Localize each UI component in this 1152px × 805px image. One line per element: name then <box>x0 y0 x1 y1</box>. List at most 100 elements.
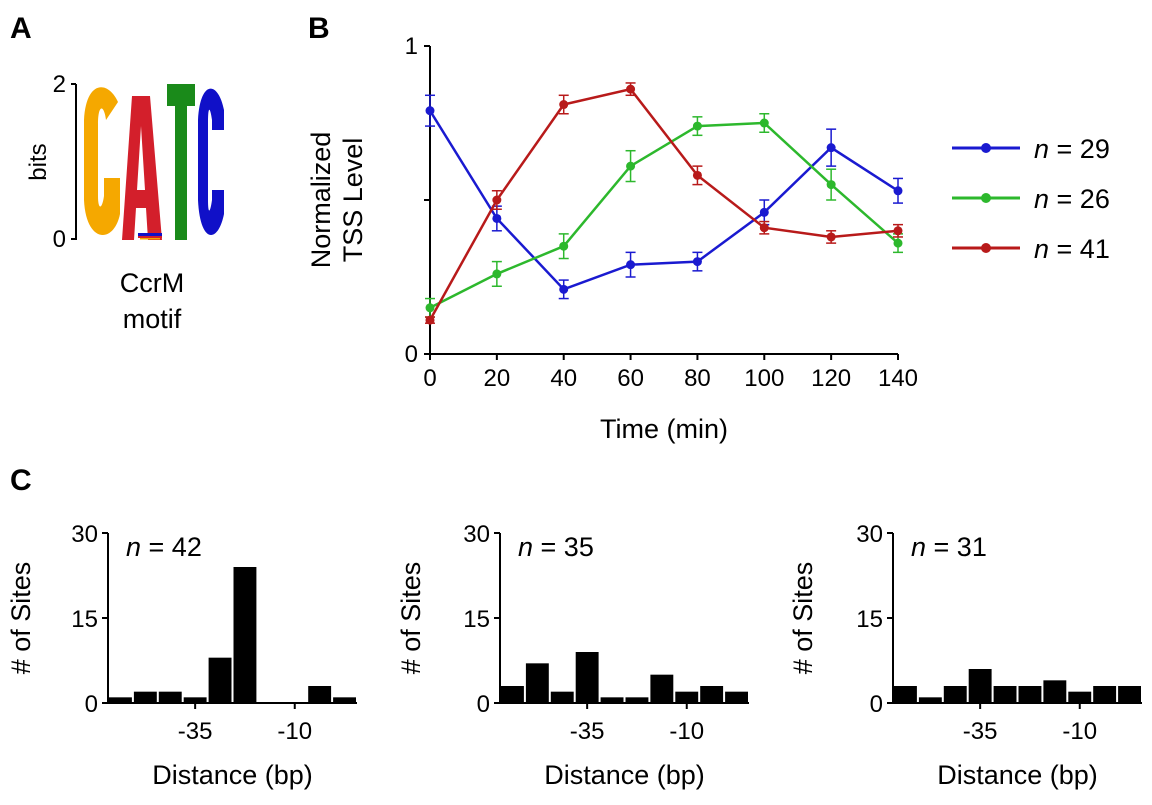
y-tick-label: 0 <box>477 691 490 718</box>
histogram-bar <box>501 686 524 703</box>
data-point <box>826 180 836 190</box>
histogram-bar <box>625 697 649 703</box>
x-tick-label: -10 <box>277 718 312 745</box>
x-tick-label: -35 <box>963 718 998 745</box>
x-tick-label: 140 <box>878 365 918 392</box>
data-point <box>559 284 569 294</box>
y-axis-label-line1: Normalized <box>306 132 336 269</box>
data-point <box>893 238 903 248</box>
panel-c-label: C <box>10 464 32 497</box>
data-point <box>692 121 702 131</box>
logo-letter-c <box>198 88 224 235</box>
histogram-bar <box>1093 686 1117 703</box>
panel-a-label: A <box>10 12 32 45</box>
data-point <box>492 213 502 223</box>
y-tick-label: 15 <box>463 606 490 633</box>
histogram-bar <box>208 657 232 703</box>
logo-letter-t <box>167 84 195 240</box>
histogram-bar <box>308 686 332 703</box>
histogram-bar <box>918 697 942 703</box>
histogram-bar <box>158 691 182 703</box>
data-point <box>492 195 502 205</box>
data-point <box>425 106 435 116</box>
histogram-bar <box>894 686 917 703</box>
y-tick-label: 30 <box>463 521 490 548</box>
logo-ytick-2: 2 <box>53 71 66 98</box>
data-point <box>692 257 702 267</box>
y-tick-label: 30 <box>71 521 98 548</box>
data-point <box>692 170 702 180</box>
y-tick-label: 30 <box>856 521 883 548</box>
x-tick-label: 80 <box>684 365 711 392</box>
data-point <box>759 207 769 217</box>
series-line <box>428 110 899 291</box>
histogram-bar <box>943 686 967 703</box>
y-tick-label: 0 <box>85 691 98 718</box>
legend-marker <box>981 193 991 203</box>
data-point <box>425 303 435 313</box>
histogram-bar <box>650 674 674 703</box>
data-point <box>626 260 636 270</box>
data-point <box>826 143 836 153</box>
histogram-bar <box>575 652 599 703</box>
histogram-3: 0 15 30 -35 -10 Distance (bp) # of Sites n = 31 <box>788 521 1142 790</box>
histogram-bar <box>993 686 1017 703</box>
data-point <box>425 315 435 325</box>
x-tick-label: -35 <box>178 718 213 745</box>
histogram-bar <box>233 567 257 703</box>
y-tick-label: 15 <box>856 606 883 633</box>
logo-letter-a <box>122 96 162 240</box>
data-point <box>893 186 903 196</box>
histogram-bar <box>600 697 624 703</box>
y-axis-label: # of Sites <box>396 562 426 675</box>
x-tick-label: 100 <box>744 365 784 392</box>
x-tick-label: 40 <box>550 365 577 392</box>
histogram-bar <box>1068 691 1092 703</box>
histogram-1: 0 15 30 -35 -10 Distance (bp) # of Sites n = 42 <box>6 521 357 790</box>
x-axis-label: Distance (bp) <box>544 760 705 790</box>
data-point <box>626 84 636 94</box>
histogram-bar <box>109 697 132 703</box>
legend-marker <box>981 143 991 153</box>
y-tick-label: 1 <box>405 33 418 60</box>
logo-ytick-0: 0 <box>53 226 66 253</box>
y-tick-label: 0 <box>405 341 418 368</box>
histogram-bar <box>1118 686 1141 703</box>
histogram-bar <box>333 697 356 703</box>
legend-label: n = 29 <box>1034 134 1110 164</box>
x-tick-label: 60 <box>617 365 644 392</box>
histogram-bar <box>675 691 699 703</box>
data-point <box>759 223 769 233</box>
histogram-bar <box>700 686 724 703</box>
y-axis-label: # of Sites <box>6 562 36 675</box>
histogram-bar <box>550 691 574 703</box>
data-point <box>559 100 569 110</box>
logo-small-letters <box>138 233 162 240</box>
histogram-bar <box>183 697 207 703</box>
x-axis-label: Time (min) <box>600 414 728 444</box>
logo-ylabel: bits <box>25 143 52 180</box>
n-label: n = 42 <box>126 532 202 562</box>
logo-letter-g <box>84 87 120 235</box>
y-axis-label: # of Sites <box>788 562 818 675</box>
data-point <box>626 161 636 171</box>
logo-caption-line2: motif <box>123 304 182 334</box>
panel-b-label: B <box>308 12 330 45</box>
series-line <box>429 121 899 309</box>
data-point <box>559 241 569 251</box>
x-tick-label: 0 <box>423 365 436 392</box>
x-tick-label: -35 <box>570 718 605 745</box>
n-label: n = 31 <box>911 532 987 562</box>
data-point <box>759 118 769 128</box>
y-tick-label: 0 <box>870 691 883 718</box>
histogram-bar <box>133 691 157 703</box>
n-label: n = 35 <box>518 532 594 562</box>
histogram-2: 0 15 30 -35 -10 Distance (bp) # of Sites n = 35 <box>396 521 749 790</box>
x-tick-label: 20 <box>484 365 511 392</box>
logo-caption-line1: CcrM <box>120 268 184 298</box>
x-tick-label: -10 <box>1062 718 1097 745</box>
histogram-bar <box>968 669 992 703</box>
x-axis-label: Distance (bp) <box>937 760 1098 790</box>
